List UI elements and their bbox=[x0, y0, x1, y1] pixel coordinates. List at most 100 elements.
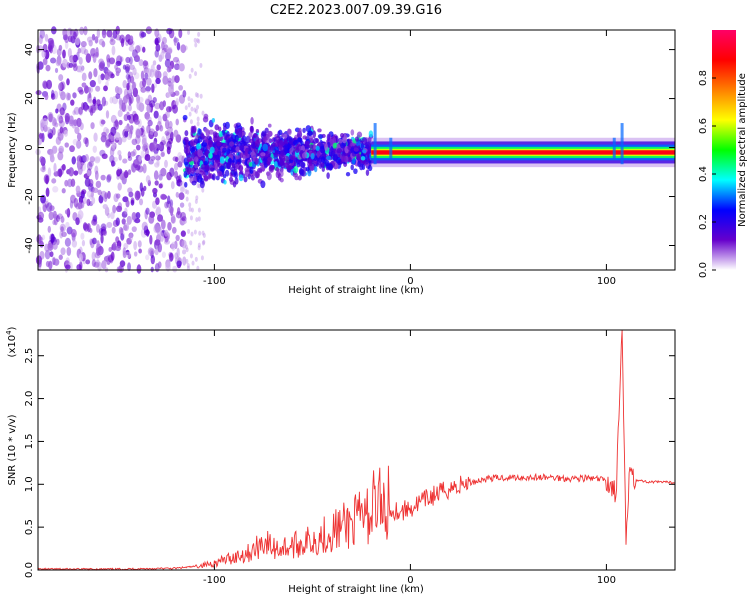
heatmap-cell bbox=[167, 221, 172, 231]
heatmap-cell bbox=[187, 228, 191, 234]
heatmap-cell bbox=[43, 60, 48, 66]
heatmap-cell bbox=[321, 166, 325, 172]
heatmap-cell bbox=[116, 55, 123, 65]
heatmap-cell bbox=[217, 162, 222, 168]
heatmap-cell bbox=[58, 82, 65, 92]
heatmap-cell bbox=[101, 29, 107, 39]
heatmap-cell bbox=[122, 158, 128, 164]
heatmap-cell bbox=[92, 237, 97, 245]
heatmap-cell bbox=[189, 215, 193, 221]
heatmap-cell bbox=[194, 108, 198, 114]
heatmap-cell bbox=[289, 155, 296, 161]
y-tick-label: 40 bbox=[24, 43, 35, 56]
heatmap-cell bbox=[197, 245, 201, 251]
heatmap-cell bbox=[155, 124, 160, 132]
heatmap-cell bbox=[53, 162, 57, 173]
heatmap-cell bbox=[106, 54, 111, 63]
chart-title: C2E2.2023.007.09.39.G16 bbox=[270, 3, 442, 18]
heatmap-cell bbox=[154, 239, 161, 246]
heatmap-cell bbox=[84, 137, 89, 148]
heatmap-cell bbox=[171, 241, 176, 251]
heatmap-cell bbox=[72, 92, 77, 99]
heatmap-cell bbox=[234, 177, 239, 185]
heatmap-cell bbox=[81, 239, 86, 247]
heatmap-cell bbox=[149, 68, 155, 78]
heatmap-cell bbox=[160, 193, 167, 200]
heatmap-cell bbox=[266, 172, 272, 181]
heatmap-cell bbox=[312, 137, 319, 144]
heatmap-cell bbox=[194, 199, 198, 205]
heatmap-cell bbox=[88, 97, 93, 104]
y-tick-label: 0.0 bbox=[24, 562, 35, 578]
heatmap-cell bbox=[49, 205, 55, 212]
heatmap-cell bbox=[133, 251, 138, 257]
heatmap-cell bbox=[187, 29, 191, 35]
heatmap-cell bbox=[308, 144, 314, 149]
heatmap-cell bbox=[235, 155, 241, 160]
heatmap-cell bbox=[128, 39, 135, 47]
heatmap-cell bbox=[216, 141, 222, 147]
heatmap-cell bbox=[138, 248, 142, 254]
heatmap-cell bbox=[197, 31, 201, 37]
heatmap-cell bbox=[77, 47, 82, 54]
heatmap-cell bbox=[92, 214, 98, 222]
heatmap-cell bbox=[129, 124, 134, 135]
heatmap-cell bbox=[227, 161, 232, 170]
heatmap-cell bbox=[55, 136, 62, 145]
heatmap-cell bbox=[217, 135, 224, 142]
heatmap-band bbox=[371, 150, 675, 155]
heatmap-cell bbox=[98, 62, 105, 72]
heatmap-cell bbox=[180, 230, 186, 237]
heatmap-cell bbox=[250, 117, 254, 125]
heatmap-cell bbox=[330, 145, 334, 153]
heatmap-cell bbox=[142, 46, 146, 53]
heatmap-cell bbox=[51, 116, 56, 127]
heatmap-cell bbox=[120, 233, 125, 241]
heatmap-cell bbox=[215, 154, 220, 160]
heatmap-cell bbox=[49, 233, 56, 244]
heatmap-cell bbox=[75, 217, 80, 226]
heatmap-cell bbox=[112, 29, 118, 40]
heatmap-cell bbox=[177, 151, 183, 161]
heatmap-cell bbox=[160, 167, 167, 177]
heatmap-cell bbox=[147, 119, 153, 127]
heatmap-cell bbox=[64, 40, 69, 50]
heatmap-cell bbox=[185, 196, 189, 202]
heatmap-cell bbox=[81, 72, 87, 82]
heatmap-cell bbox=[196, 143, 202, 151]
heatmap-cell bbox=[83, 137, 89, 145]
heatmap-cell bbox=[59, 223, 66, 233]
heatmap-cell bbox=[350, 129, 355, 136]
heatmap-cell bbox=[170, 181, 175, 190]
heatmap-cell bbox=[159, 141, 164, 152]
heatmap-cell bbox=[116, 169, 121, 177]
heatmap-cell bbox=[131, 138, 138, 146]
heatmap-cell bbox=[65, 264, 71, 270]
heatmap-cell bbox=[320, 143, 324, 150]
heatmap-cell bbox=[144, 154, 151, 161]
heatmap-cell bbox=[235, 146, 240, 153]
heatmap-cell bbox=[85, 259, 91, 265]
heatmap-cell bbox=[125, 249, 130, 256]
snr-ylabel: SNR (10 * v/v) bbox=[7, 414, 18, 485]
y-tick-label: 0 bbox=[24, 144, 35, 150]
heatmap-cell bbox=[239, 140, 245, 145]
x-tick-label: 100 bbox=[597, 276, 616, 287]
heatmap-cell bbox=[223, 162, 229, 169]
heatmap-cell bbox=[260, 180, 266, 189]
heatmap-cell bbox=[168, 106, 173, 112]
heatmap-cell bbox=[115, 205, 123, 213]
heatmap-cell bbox=[136, 100, 142, 111]
heatmap-cell bbox=[173, 36, 177, 46]
heatmap-cell bbox=[72, 138, 78, 146]
heatmap-cell bbox=[128, 96, 132, 106]
heatmap-cell bbox=[154, 162, 160, 168]
heatmap-cell bbox=[150, 155, 156, 161]
heatmap-cell bbox=[145, 125, 149, 135]
heatmap-cell bbox=[68, 62, 74, 68]
heatmap-cell bbox=[250, 141, 256, 149]
spectrogram-panel: -100 0 100 -40 -20 0 20 40 Height of straight l… bbox=[7, 25, 676, 296]
y-tick-label: 1.5 bbox=[24, 433, 35, 449]
heatmap-cell bbox=[83, 49, 89, 56]
heatmap-cell bbox=[62, 28, 68, 37]
